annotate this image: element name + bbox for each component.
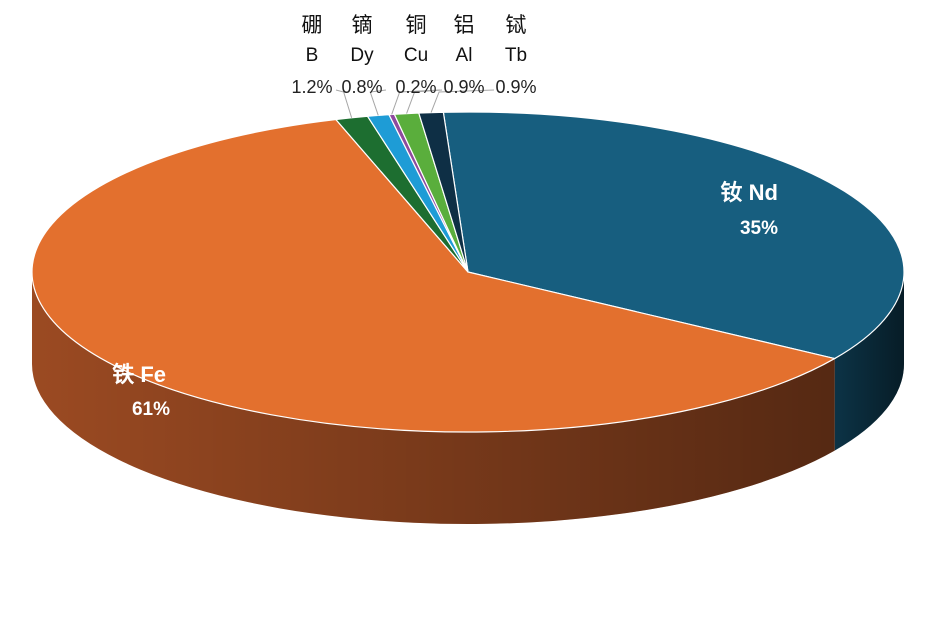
slice-side-shade-fe: [32, 272, 835, 524]
leader-line-b: [335, 89, 353, 118]
pie-slices: [31, 111, 905, 433]
leader-line-tb: [430, 89, 495, 113]
label-symbol-dy: Dy: [350, 45, 374, 66]
label-name-cu: 铜: [406, 13, 427, 37]
slice-fe: [31, 118, 837, 433]
label-name-nd: 钕 Nd: [721, 180, 778, 205]
slice-nd: [442, 111, 905, 360]
label-value-nd: 35%: [740, 218, 778, 239]
label-value-tb: 0.9%: [495, 77, 536, 97]
label-name-tb: 铽: [506, 13, 527, 37]
label-symbol-al: Al: [456, 45, 473, 66]
label-value-b: 1.2%: [291, 77, 332, 97]
label-value-al: 0.9%: [443, 77, 484, 97]
slice-labels: 硼B 1.2% 镝 Dy 0.8% 铜 Cu 0.2% 铝 Al 0.9% 铽 Tb 0.9% 钕 Nd 35…: [112, 13, 778, 420]
label-name-al: 铝: [454, 13, 475, 37]
label-name-fe: 铁 Fe: [112, 362, 166, 387]
leader-line-dy: [369, 89, 387, 116]
label-symbol-b: B: [306, 45, 319, 66]
slice-side-shade-nd: [834, 272, 904, 451]
label-value-dy: 0.8%: [341, 77, 382, 97]
leader-lines: [335, 89, 495, 118]
pie-side-walls: [32, 272, 904, 524]
label-value-cu: 0.2%: [395, 77, 436, 97]
label-name-dy: 镝: [352, 13, 373, 37]
label-name-b: 硼: [302, 13, 323, 37]
leader-line-al: [406, 89, 443, 114]
label-value-fe: 61%: [132, 399, 170, 420]
label-symbol-cu: Cu: [404, 45, 428, 66]
label-symbol-tb: Tb: [505, 45, 527, 66]
